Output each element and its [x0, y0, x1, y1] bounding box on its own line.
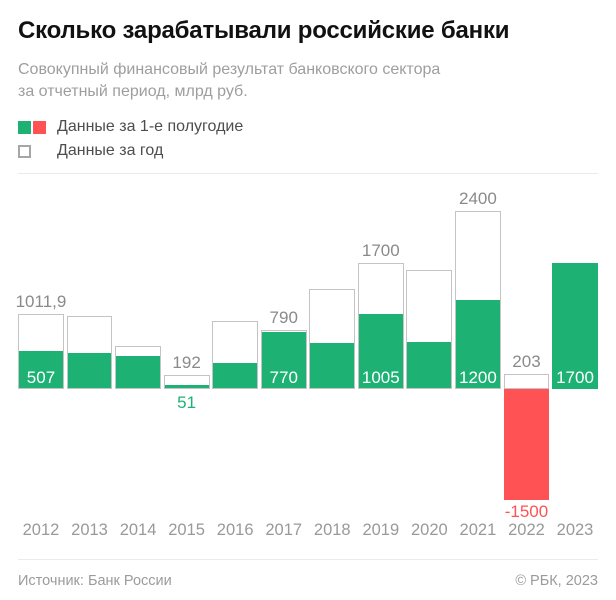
full-year-value-label: 1011,9	[15, 291, 67, 311]
full-year-value-label: 203	[512, 351, 541, 371]
full-year-value-label: 2400	[458, 189, 497, 208]
year-axis-label: 2023	[556, 521, 594, 539]
full-year-swatches	[18, 144, 46, 158]
bar-group: 203 -1500 2022	[503, 174, 550, 539]
footer: Источник: Банк России © РБК, 2023	[18, 560, 598, 589]
half-year-bar	[407, 342, 452, 388]
half-year-bar	[67, 352, 112, 388]
full-year-bar	[503, 373, 550, 389]
half-year-value-label: 507	[26, 368, 56, 387]
full-year-value-label: 790	[269, 308, 298, 328]
half-year-value-label: 1200	[458, 368, 497, 387]
bar-group: 192 51 2015	[163, 174, 210, 539]
year-axis-label: 2017	[265, 521, 303, 539]
bar-group: 790 770 2017	[260, 174, 307, 539]
chart-subtitle-line2: за отчетный период, млрд руб.	[18, 83, 248, 100]
bar-group: 2400 1200 2021	[454, 174, 501, 539]
chart-subtitle-line1: Совокупный финансовый результат банковск…	[18, 61, 441, 78]
year-axis-label: 2020	[411, 521, 448, 539]
half-year-bar	[19, 351, 63, 388]
bar-group: 1700 1005 2019	[357, 174, 404, 539]
half-year-bar	[552, 262, 598, 389]
full-year-value-label: 1700	[361, 240, 400, 260]
chart-subtitle: Совокупный финансовый результат банковск…	[18, 59, 598, 103]
half-year-bar	[358, 314, 403, 388]
half-year-value-label: 51	[177, 393, 197, 412]
half-year-bar	[164, 385, 209, 388]
full-year-swatch-icon	[18, 144, 31, 158]
bar-group: 2016	[212, 174, 259, 539]
copyright-note: © РБК, 2023	[515, 573, 598, 589]
bar-group: 1011,9 507 2012	[15, 174, 67, 539]
year-axis-label: 2019	[362, 521, 400, 539]
legend-item-full-year: Данные за год	[18, 139, 598, 163]
year-axis-label: 2018	[313, 521, 351, 539]
half-year-bar	[261, 331, 306, 388]
bar-group: 2020	[406, 174, 453, 539]
half-year-value-label: -1500	[504, 502, 549, 522]
bar-group: 1700 2023	[552, 174, 598, 539]
half-year-bar	[116, 355, 161, 388]
legend-item-half-year: Данные за 1-е полугодие	[18, 115, 598, 139]
bar-group: 2018	[309, 174, 356, 539]
negative-half-year-bar	[503, 389, 550, 501]
year-axis-label: 2021	[459, 521, 497, 539]
year-axis-label: 2022	[508, 521, 545, 539]
half-year-value-label: 1700	[556, 368, 594, 387]
footer-divider	[18, 559, 598, 560]
year-axis-label: 2014	[119, 521, 157, 539]
half-year-swatches	[18, 120, 46, 134]
year-axis-label: 2015	[168, 521, 205, 539]
legend-label-full-year: Данные за год	[57, 142, 164, 159]
bar-group: 2014	[115, 174, 162, 539]
bar-group: 2013	[66, 174, 113, 539]
bar-chart: 1011,9 507 2012 2013 2014 192 51 2015 2016 790 770…	[15, 174, 598, 539]
full-year-value-label: 192	[172, 352, 201, 372]
source-note: Источник: Банк России	[18, 573, 172, 589]
top-divider	[18, 173, 598, 174]
year-axis-label: 2012	[22, 521, 60, 539]
negative-swatch-icon	[33, 120, 46, 134]
half-year-bar	[310, 342, 355, 388]
year-axis-label: 2013	[71, 521, 108, 539]
half-year-value-label: 770	[269, 368, 298, 387]
legend-label-half-year: Данные за 1-е полугодие	[57, 118, 244, 135]
legend: Данные за 1-е полугодие Данные за год	[18, 115, 598, 163]
half-year-bar	[213, 362, 258, 388]
half-year-bar	[455, 300, 500, 388]
positive-swatch-icon	[18, 120, 31, 134]
page-title: Сколько зарабатывали российские банки	[18, 17, 510, 44]
year-axis-label: 2016	[216, 521, 254, 539]
half-year-value-label: 1005	[361, 368, 400, 387]
